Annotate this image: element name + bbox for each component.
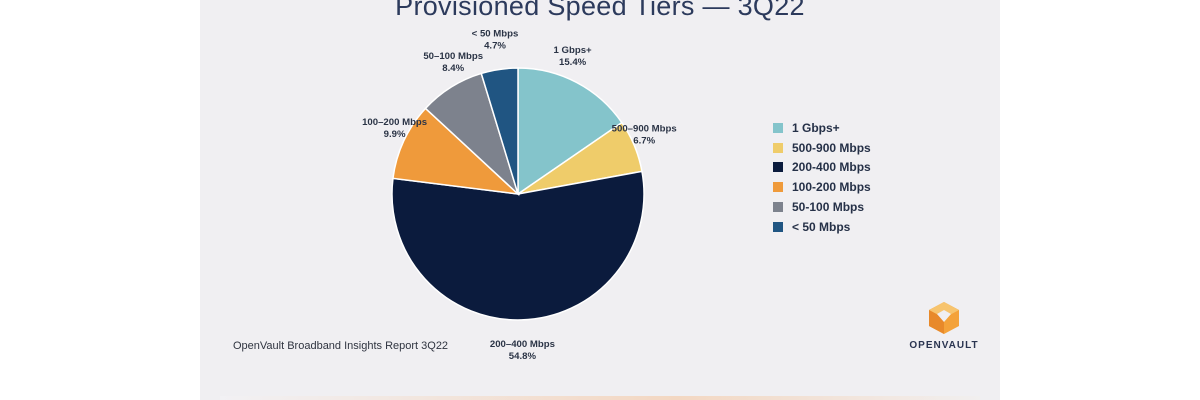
legend-label: 100-200 Mbps [792, 180, 871, 195]
openvault-logo: OPENVAULT [906, 300, 982, 356]
page-title: Provisioned Speed Tiers — 3Q22 [395, 0, 805, 21]
pie-slice-50-mbps [480, 67, 519, 195]
pie-slice-1-gbps [517, 67, 623, 196]
legend-swatch [773, 122, 783, 133]
slice-value-200-400-mbps: 54.8% [509, 351, 537, 362]
source-note: OpenVault Broadband Insights Report 3Q22 [233, 340, 449, 352]
legend-label: 500-900 Mbps [792, 140, 871, 155]
slice-label-100-200-mbps: 100–200 Mbps [362, 117, 427, 128]
legend-item-200-400-mbps: 200-400 Mbps [773, 158, 871, 178]
legend-item-1-gbps: 1 Gbps+ [773, 118, 871, 138]
legend-swatch [773, 182, 783, 193]
legend-swatch [773, 202, 783, 213]
slice-value-100-200-mbps: 9.9% [384, 129, 406, 140]
slice-label-50-mbps: < 50 Mbps [472, 29, 519, 40]
legend-label: < 50 Mbps [792, 219, 851, 234]
slice-label-50-100-mbps: 50–100 Mbps [423, 51, 483, 62]
legend-item-50-mbps: < 50 Mbps [773, 217, 871, 237]
pie-slice-200-400-mbps [391, 170, 645, 321]
slice-value-1-gbps: 15.4% [559, 57, 587, 68]
legend-item-500-900-mbps: 500-900 Mbps [773, 138, 871, 158]
slice-value-500-900-mbps: 6.7% [633, 136, 655, 147]
legend-label: 1 Gbps+ [792, 120, 840, 135]
legend-swatch [773, 162, 783, 173]
slice-value-50-mbps: 4.7% [484, 41, 506, 52]
slice-value-50-100-mbps: 8.4% [442, 63, 464, 74]
slice-label-200-400-mbps: 200–400 Mbps [490, 339, 555, 350]
legend-swatch [773, 221, 783, 232]
legend-swatch [773, 142, 783, 153]
legend-item-50-100-mbps: 50-100 Mbps [773, 197, 871, 217]
legend-item-100-200-mbps: 100-200 Mbps [773, 177, 871, 197]
slide: Provisioned Speed Tiers — 3Q22 1 Gbps+ 15… [200, 0, 1000, 400]
pie-slice-100-200-mbps [392, 107, 521, 196]
bottom-rule [220, 396, 980, 400]
slice-label-500-900-mbps: 500–900 Mbps [612, 124, 677, 135]
chart-legend: 1 Gbps+ 500-900 Mbps 200-400 Mbps 100-200 M… [773, 118, 871, 237]
legend-label: 50-100 Mbps [792, 200, 865, 215]
openvault-logo-icon [929, 302, 959, 334]
legend-label: 200-400 Mbps [792, 160, 871, 175]
slice-label-1-gbps: 1 Gbps+ [554, 45, 593, 56]
openvault-logo-text: OPENVAULT [909, 340, 979, 351]
